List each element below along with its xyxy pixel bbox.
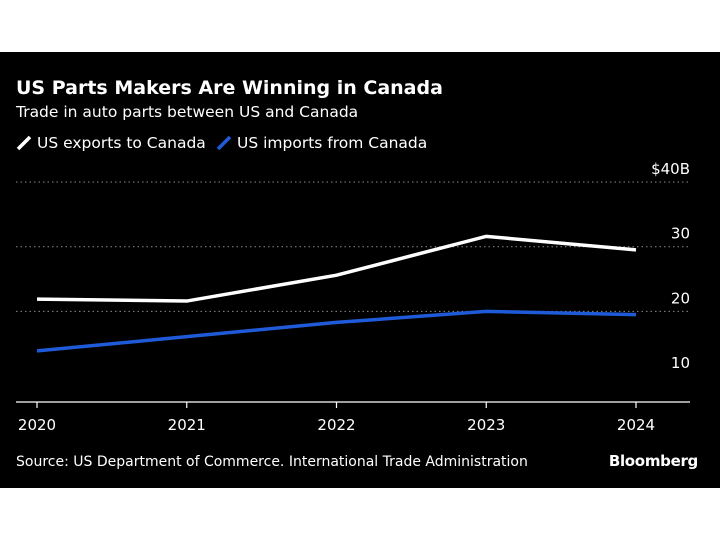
source-note: Source: US Department of Commerce. Inter… bbox=[16, 454, 528, 470]
legend-swatch-exports bbox=[16, 135, 32, 151]
series-line-exports bbox=[36, 234, 637, 303]
x-tick-label-2024: 2024 bbox=[617, 416, 655, 434]
y-tick-label-20: 20 bbox=[671, 289, 690, 307]
legend-item-imports: US imports from Canada bbox=[216, 134, 427, 152]
chart-subtitle: Trade in auto parts between US and Canad… bbox=[16, 103, 359, 121]
x-tick-label-2021: 2021 bbox=[168, 416, 206, 434]
y-tick-label-30: 30 bbox=[671, 225, 690, 243]
series-line-imports bbox=[36, 309, 637, 353]
legend-swatch-imports bbox=[216, 135, 232, 151]
bloomberg-logo: Bloomberg bbox=[608, 452, 698, 470]
chart-title: US Parts Makers Are Winning in Canada bbox=[16, 77, 443, 99]
y-tick-label-40: $40B bbox=[651, 160, 690, 178]
chart-card: US Parts Makers Are Winning in Canada Tr… bbox=[0, 52, 720, 488]
x-tick-label-2022: 2022 bbox=[317, 416, 355, 434]
x-tick-label-2020: 2020 bbox=[18, 416, 56, 434]
legend-item-exports: US exports to Canada bbox=[16, 134, 206, 152]
x-tick-label-2023: 2023 bbox=[467, 416, 505, 434]
line-chart: 10 20 30 $40B 2020 2021 2022 2023 2024 bbox=[16, 160, 690, 434]
y-tick-label-10: 10 bbox=[671, 354, 690, 372]
legend-label-imports: US imports from Canada bbox=[237, 134, 428, 152]
legend-label-exports: US exports to Canada bbox=[37, 134, 206, 152]
